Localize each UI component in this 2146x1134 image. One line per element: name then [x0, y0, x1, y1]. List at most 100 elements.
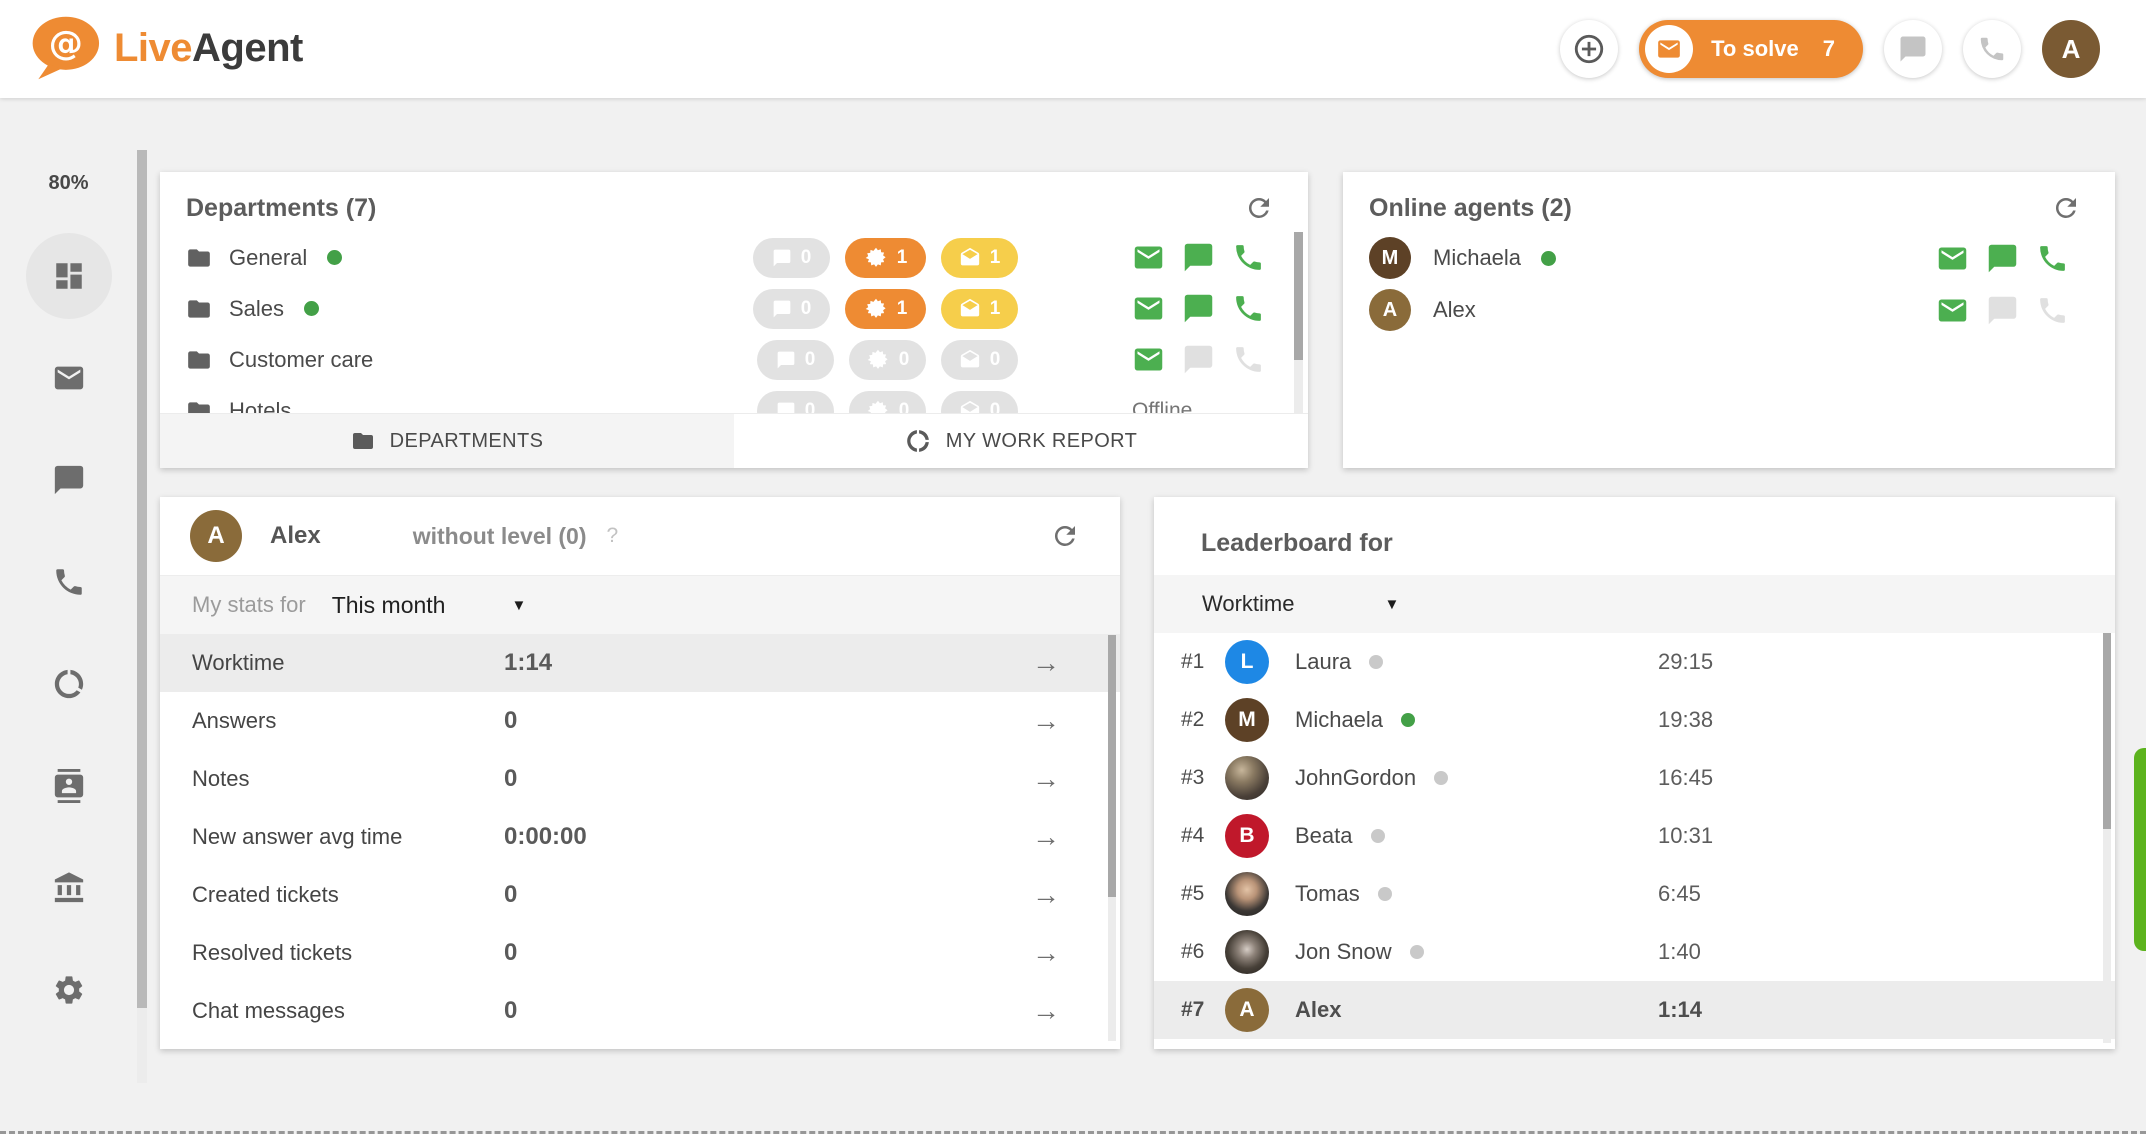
departments-scrollbar[interactable] — [1294, 232, 1303, 413]
stat-row[interactable]: Created tickets 0 → — [160, 866, 1120, 924]
sidebar-item-calls[interactable] — [26, 539, 112, 625]
chat-department-button[interactable] — [1182, 343, 1215, 376]
sidebar-item-contacts[interactable] — [26, 743, 112, 829]
department-row[interactable]: Sales 0 1 1 — [160, 283, 1308, 334]
chat-department-button[interactable] — [1182, 292, 1215, 325]
page-scrollbar-thumb[interactable] — [137, 150, 147, 1008]
stat-label: New answer avg time — [192, 824, 403, 849]
agent-name: Jon Snow — [1295, 939, 1392, 964]
side-flag-tab[interactable] — [2134, 748, 2146, 951]
agent-row[interactable]: M Michaela — [1343, 232, 2115, 284]
call-department-button[interactable] — [1232, 292, 1265, 325]
new-tickets-badge[interactable]: 0 — [849, 339, 926, 380]
sidebar-item-dashboard[interactable] — [25, 233, 112, 319]
open-tickets-badge[interactable]: 0 — [941, 390, 1018, 413]
agent-name: JohnGordon — [1295, 765, 1417, 790]
arrow-right-icon[interactable]: → — [1032, 705, 1060, 736]
department-row[interactable]: Customer care 0 0 0 — [160, 334, 1308, 385]
chats-header-button[interactable] — [1884, 20, 1942, 78]
worktime-value: 10:31 — [1658, 823, 1714, 848]
chats-badge[interactable]: 0 — [757, 390, 834, 413]
work-report-scrollbar[interactable] — [1108, 635, 1116, 1041]
stat-row[interactable]: New answer avg time 0:00:00 → — [160, 808, 1120, 866]
call-agent-button[interactable] — [2036, 242, 2069, 275]
sidebar-item-tickets[interactable] — [26, 335, 112, 421]
refresh-button[interactable] — [1050, 521, 1080, 551]
sidebar-item-reports[interactable] — [26, 641, 112, 727]
leaderboard-scrollbar-thumb[interactable] — [2103, 633, 2111, 829]
open-tickets-badge[interactable]: 1 — [941, 237, 1018, 278]
svg-text:@: @ — [49, 24, 83, 64]
chevron-down-icon: ▼ — [511, 596, 527, 614]
period-dropdown[interactable]: This month ▼ — [332, 592, 527, 619]
calls-header-button[interactable] — [1963, 20, 2021, 78]
online-agents-title: Online agents (2) — [1369, 193, 1572, 222]
chats-badge[interactable]: 0 — [757, 339, 834, 380]
leaderboard-scrollbar[interactable] — [2103, 633, 2111, 1043]
chat-agent-button[interactable] — [1986, 294, 2019, 327]
new-tickets-badge[interactable]: 1 — [845, 237, 926, 278]
refresh-button[interactable] — [2051, 193, 2081, 223]
stat-value: 0 — [504, 939, 518, 966]
plus-circle-icon — [1572, 32, 1606, 66]
tab-departments[interactable]: DEPARTMENTS — [160, 414, 734, 468]
call-department-button[interactable] — [1232, 241, 1265, 274]
work-report-header: A Alex without level (0) ? — [160, 497, 1120, 576]
tab-my-work-report[interactable]: MY WORK REPORT — [734, 414, 1308, 468]
sidebar-item-company[interactable] — [26, 845, 112, 931]
arrow-right-icon[interactable]: → — [1032, 937, 1060, 968]
arrow-right-icon[interactable]: → — [1032, 995, 1060, 1026]
leaderboard-row: #1 L Laura 29:15 — [1154, 633, 2115, 691]
sidebar-item-chats[interactable] — [26, 437, 112, 523]
email-department-button[interactable] — [1132, 292, 1165, 325]
stat-row[interactable]: Resolved tickets 0 → — [160, 924, 1120, 982]
stats-for-label: My stats for — [192, 592, 306, 617]
add-new-button[interactable] — [1560, 20, 1619, 78]
user-avatar[interactable]: A — [2042, 20, 2100, 78]
department-row[interactable]: General 0 1 1 — [160, 232, 1308, 283]
page-scrollbar[interactable] — [137, 150, 147, 1083]
metric-value: Worktime — [1202, 591, 1295, 616]
stat-row[interactable]: Notes 0 → — [160, 750, 1120, 808]
arrow-right-icon[interactable]: → — [1032, 879, 1060, 910]
help-icon[interactable]: ? — [606, 524, 619, 547]
agent-actions — [1936, 242, 2069, 275]
stat-row[interactable]: Chat messages 0 → — [160, 982, 1120, 1040]
departments-scrollbar-thumb[interactable] — [1294, 232, 1303, 360]
leaderboard-row: #3 JohnGordon 16:45 — [1154, 749, 2115, 807]
call-department-button[interactable] — [1232, 343, 1265, 376]
new-tickets-badge[interactable]: 0 — [849, 390, 926, 413]
email-department-button[interactable] — [1132, 343, 1165, 376]
stat-row[interactable]: Answers 0 → — [160, 692, 1120, 750]
sidebar-item-settings[interactable] — [26, 947, 112, 1033]
arrow-right-icon[interactable]: → — [1032, 647, 1060, 678]
liveagent-logo[interactable]: @ LiveAgent — [26, 14, 303, 82]
stats-list: Worktime 1:14 → Answers 0 → Notes 0 → Ne… — [160, 634, 1120, 1040]
new-tickets-badge[interactable]: 1 — [845, 288, 926, 329]
refresh-button[interactable] — [1244, 193, 1274, 223]
stat-label: Worktime — [192, 650, 285, 675]
widget-tabs: DEPARTMENTS MY WORK REPORT — [160, 413, 1308, 468]
metric-dropdown[interactable]: Worktime ▼ — [1202, 591, 1399, 617]
to-solve-button[interactable]: To solve 7 — [1639, 20, 1863, 78]
arrow-right-icon[interactable]: → — [1032, 821, 1060, 852]
open-tickets-badge[interactable]: 1 — [941, 288, 1018, 329]
data-usage-icon — [52, 667, 86, 701]
call-agent-button[interactable] — [2036, 294, 2069, 327]
stat-row[interactable]: Worktime 1:14 → — [160, 634, 1120, 692]
open-tickets-badge[interactable]: 0 — [941, 339, 1018, 380]
stats-filter-bar: My stats for This month ▼ — [160, 576, 1120, 634]
chat-agent-button[interactable] — [1986, 242, 2019, 275]
arrow-right-icon[interactable]: → — [1032, 763, 1060, 794]
mail-icon — [1132, 241, 1165, 274]
work-report-scrollbar-thumb[interactable] — [1108, 635, 1116, 897]
email-department-button[interactable] — [1132, 241, 1165, 274]
brand-text: LiveAgent — [114, 25, 303, 70]
email-agent-button[interactable] — [1936, 294, 1969, 327]
chats-badge[interactable]: 0 — [753, 288, 830, 329]
chats-badge[interactable]: 0 — [753, 237, 830, 278]
agent-row[interactable]: A Alex — [1343, 284, 2115, 336]
department-row[interactable]: Hotels 0 0 0 Offline — [160, 385, 1308, 413]
chat-department-button[interactable] — [1182, 241, 1215, 274]
email-agent-button[interactable] — [1936, 242, 1969, 275]
